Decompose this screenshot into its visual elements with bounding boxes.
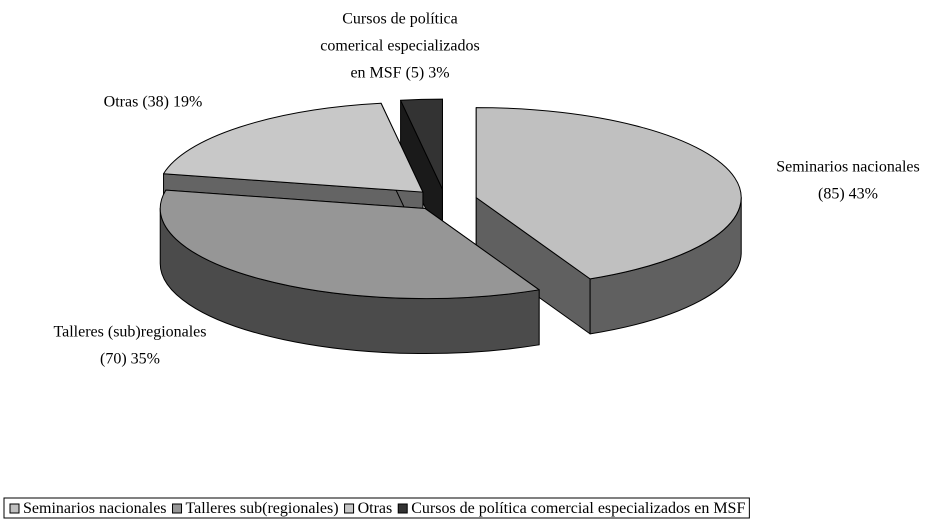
slice-top (475, 107, 742, 280)
legend: Seminarios nacionales Talleres sub(region… (3, 497, 750, 519)
legend-swatch (172, 503, 183, 514)
slice-top (400, 98, 443, 190)
legend-label: Talleres sub(regionales) (186, 500, 339, 517)
legend-label: Seminarios nacionales (23, 500, 167, 517)
data-label: Otras (38) 19% (104, 94, 203, 111)
legend-box (3, 497, 750, 519)
legend-label: Cursos de política comercial especializa… (411, 500, 745, 517)
slice-top (163, 102, 424, 193)
legend-swatch (344, 503, 355, 514)
data-label: comerical especializados (320, 38, 479, 55)
data-label: Talleres (sub)regionales (53, 324, 206, 341)
data-label: Seminarios nacionales (776, 159, 920, 176)
slice (475, 107, 742, 335)
legend-swatch (397, 503, 408, 514)
slice-top (159, 189, 540, 300)
data-label: en MSF (5) 3% (350, 65, 449, 82)
data-label: (70) 35% (100, 351, 160, 368)
legend-swatch (9, 503, 20, 514)
legend-label: Otras (358, 500, 393, 517)
data-label: (85) 43% (818, 186, 878, 203)
slice (159, 189, 540, 355)
slice (400, 98, 443, 245)
data-label: Cursos de política (342, 11, 458, 28)
